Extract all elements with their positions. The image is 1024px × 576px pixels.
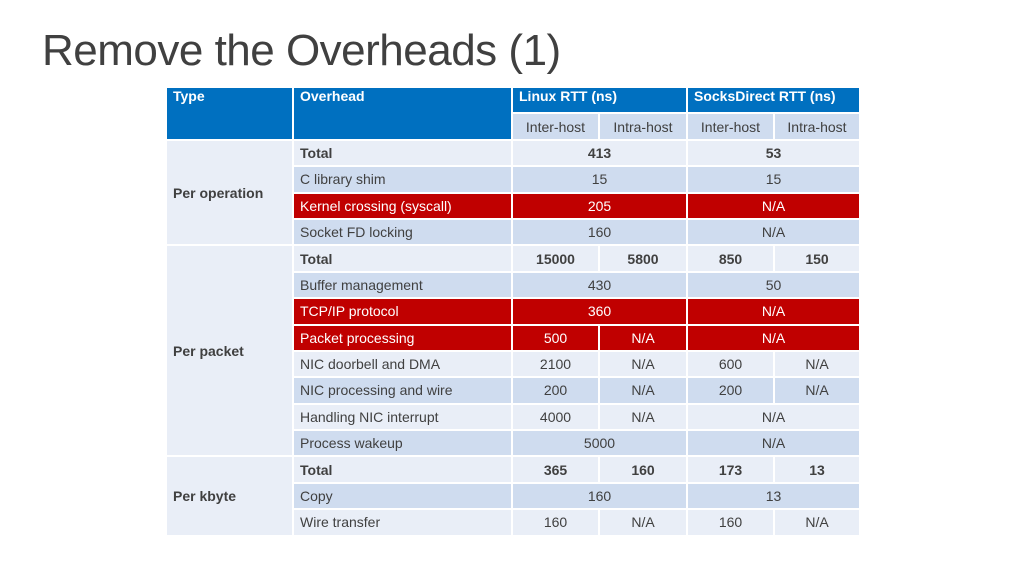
linux-value: 205	[511, 191, 688, 220]
linux-value: 160	[511, 217, 688, 247]
linux-value: 430	[511, 270, 688, 300]
overhead-table: Type Overhead Linux RTT (ns) SocksDirect…	[165, 85, 861, 537]
table-row: Per operation Total 413 53	[165, 138, 861, 247]
linux-inter-value: 2100	[511, 349, 600, 379]
socks-inter-value: 850	[686, 244, 775, 273]
linux-inter-value: 200	[511, 376, 600, 405]
subheader-row: Inter-host Intra-host Inter-host Intra-h…	[166, 112, 861, 141]
table-row: Wire transfer 160 N/A 160 N/A	[166, 508, 861, 537]
socks-intra-value: N/A	[773, 508, 861, 537]
row-label: NIC doorbell and DMA	[292, 349, 513, 379]
row-label: Process wakeup	[292, 429, 513, 458]
row-label: C library shim	[292, 165, 513, 194]
socks-intra-value: 13	[773, 455, 861, 484]
row-label: Kernel crossing (syscall)	[292, 191, 513, 220]
linux-intra-value: 5800	[598, 244, 688, 273]
type-label: Per kbyte	[165, 455, 294, 537]
socks-value: N/A	[686, 191, 861, 220]
linux-inter-value: 4000	[511, 402, 600, 432]
subheader-socks-intra: Intra-host	[773, 112, 861, 141]
socks-value: 15	[686, 165, 861, 194]
table-row: Copy 160 13	[166, 481, 861, 511]
linux-inter-value: 500	[511, 323, 600, 352]
type-label: Per operation	[165, 138, 294, 247]
header-row: Type Overhead Linux RTT (ns) SocksDirect…	[165, 85, 861, 141]
table-row: Per kbyte Total 365 160 173 13	[165, 455, 861, 537]
row-label: Handling NIC interrupt	[292, 402, 513, 432]
row-label: Total	[292, 244, 513, 273]
row-label: Total	[292, 455, 513, 484]
socks-inter-value: 173	[686, 455, 775, 484]
linux-inter-value: 15000	[511, 244, 600, 273]
table-row-highlighted: TCP/IP protocol 360 N/A	[166, 297, 861, 326]
socks-intra-value: 150	[773, 244, 861, 273]
socks-value: 53	[686, 138, 861, 168]
table-row: C library shim 15 15	[166, 165, 861, 194]
table-row: Socket FD locking 160 N/A	[166, 217, 861, 247]
header-overhead: Overhead	[292, 86, 513, 141]
table-row-highlighted: Kernel crossing (syscall) 205 N/A	[166, 191, 861, 220]
table-row: Process wakeup 5000 N/A	[166, 429, 861, 458]
socks-value: N/A	[686, 323, 861, 352]
row-label: Socket FD locking	[292, 217, 513, 247]
header-linux-rtt: Linux RTT (ns)	[511, 85, 688, 115]
linux-inter-value: 160	[511, 508, 600, 537]
row-label: Copy	[292, 481, 513, 511]
socks-value: N/A	[686, 217, 861, 247]
linux-intra-value: 160	[598, 455, 688, 484]
socks-value: N/A	[686, 297, 861, 326]
linux-value: 360	[511, 297, 688, 326]
row-label: Packet processing	[292, 323, 513, 352]
subheader-linux-inter: Inter-host	[511, 112, 600, 141]
subheader-socks-inter: Inter-host	[686, 112, 775, 141]
row-label: TCP/IP protocol	[292, 297, 513, 326]
row-label: Total	[292, 138, 513, 168]
linux-intra-value: N/A	[598, 402, 688, 432]
slide-title: Remove the Overheads (1)	[42, 26, 561, 75]
linux-value: 5000	[511, 429, 688, 458]
table-row: Handling NIC interrupt 4000 N/A N/A	[166, 402, 861, 432]
linux-intra-value: N/A	[598, 376, 688, 405]
subheader-linux-intra: Intra-host	[598, 112, 688, 141]
table-row: NIC doorbell and DMA 2100 N/A 600 N/A	[166, 349, 861, 379]
socks-inter-value: 160	[686, 508, 775, 537]
linux-intra-value: N/A	[598, 349, 688, 379]
linux-value: 15	[511, 165, 688, 194]
socks-value: N/A	[686, 429, 861, 458]
row-label: NIC processing and wire	[292, 376, 513, 405]
header-socksdirect-rtt: SocksDirect RTT (ns)	[686, 85, 861, 115]
socks-inter-value: 600	[686, 349, 775, 379]
header-type: Type	[165, 86, 294, 141]
table-row-highlighted: Packet processing 500 N/A N/A	[166, 323, 861, 352]
socks-value: N/A	[686, 402, 861, 432]
socks-value: 13	[686, 481, 861, 511]
table-row: NIC processing and wire 200 N/A 200 N/A	[166, 376, 861, 405]
linux-inter-value: 365	[511, 455, 600, 484]
table-row: Per packet Total 15000 5800 850 150	[165, 244, 861, 458]
socks-intra-value: N/A	[773, 349, 861, 379]
socks-inter-value: 200	[686, 376, 775, 405]
linux-value: 160	[511, 481, 688, 511]
linux-intra-value: N/A	[598, 323, 688, 352]
row-label: Buffer management	[292, 270, 513, 300]
table-row: Buffer management 430 50	[166, 270, 861, 300]
type-label: Per packet	[165, 244, 294, 458]
row-label: Wire transfer	[292, 508, 513, 537]
linux-intra-value: N/A	[598, 508, 688, 537]
linux-value: 413	[511, 138, 688, 168]
socks-intra-value: N/A	[773, 376, 861, 405]
socks-value: 50	[686, 270, 861, 300]
